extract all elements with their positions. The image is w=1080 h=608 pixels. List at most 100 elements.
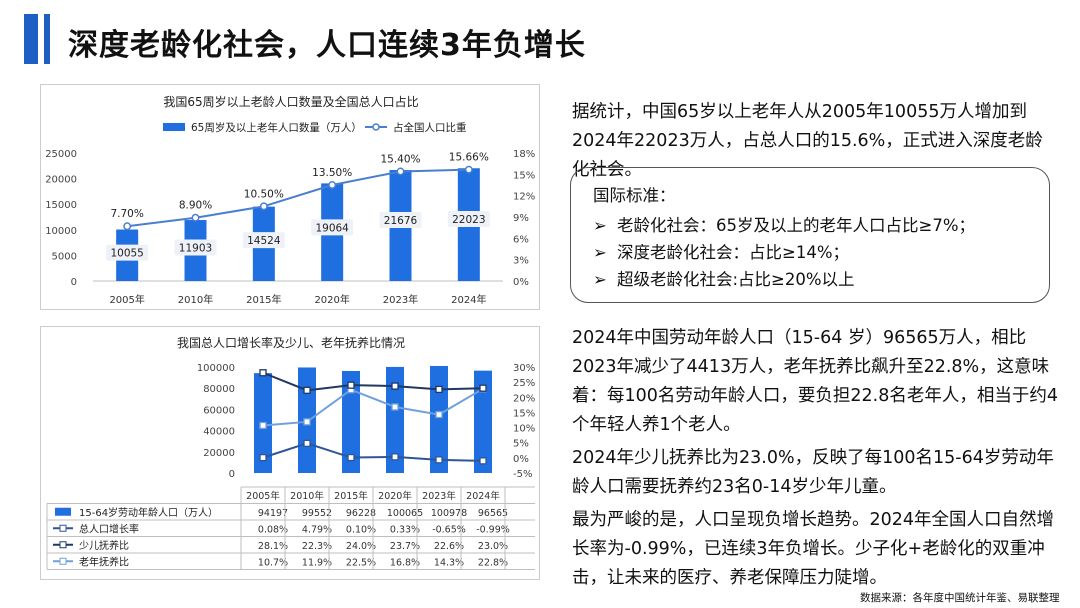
bar xyxy=(430,365,448,473)
y-tick-left: 0 xyxy=(229,469,235,480)
title-accent-bar-thin xyxy=(44,14,50,64)
bar-label-bg xyxy=(174,239,217,256)
y-tick-right: 25% xyxy=(513,378,535,389)
legend-label: 65周岁及以上老年人口数量（万人） xyxy=(191,121,362,134)
international-standards-box: 国际标准： ➢ 老龄化社会：65岁及以上的老年人口占比≥7%； ➢ 深度老龄化社会：… xyxy=(570,167,1050,303)
table-row-name: 老年抚养比 xyxy=(79,555,129,568)
growth-rate-point xyxy=(435,456,443,464)
table-cell: -0.65% xyxy=(432,524,466,535)
legend-marker xyxy=(372,123,380,131)
table-cell: 4.79% xyxy=(302,524,332,535)
standards-title: 国际标准： xyxy=(593,186,676,205)
table-row-name: 少儿抚养比 xyxy=(79,539,129,552)
ratio-point xyxy=(259,202,268,211)
arrow-bullet-icon: ➢ xyxy=(593,216,607,235)
ratio-label: 15.40% xyxy=(380,153,420,165)
growth-rate-point xyxy=(347,453,355,462)
standard-item-text: 老龄化社会：65岁及以上的老年人口占比≥7%； xyxy=(617,216,975,235)
table-row-name: 15-64岁劳动年龄人口（万人） xyxy=(79,506,218,519)
bar xyxy=(342,370,360,473)
bar-label-bg xyxy=(311,219,354,236)
table-cell: 14.3% xyxy=(434,557,464,568)
table-cell: 10.7% xyxy=(258,557,288,568)
legend-swatch-bar xyxy=(163,123,185,131)
ratio-line xyxy=(127,168,469,228)
table-cell: 16.8% xyxy=(390,557,420,568)
ratio-point xyxy=(328,181,337,189)
table-cell: 22.6% xyxy=(434,541,464,552)
paragraph-elderly-stats: 据统计，中国65岁以上老年人从2005年10055万人增加到2024年22023… xyxy=(572,102,1043,180)
old-dependency-point xyxy=(435,410,443,419)
y-tick-left: 5000 xyxy=(52,251,77,262)
child-dependency-point xyxy=(435,385,443,394)
y-tick-right: 15% xyxy=(513,408,535,419)
y-tick-left: 60000 xyxy=(203,405,235,416)
child-dependency-point xyxy=(259,369,267,377)
child-dependency-point xyxy=(303,386,311,394)
growth-rate-line xyxy=(262,442,484,462)
y-tick-right: 10% xyxy=(513,424,535,435)
title-accent-bar xyxy=(24,14,38,64)
x-tick-label: 2024年 xyxy=(451,293,486,306)
y-tick-right: 6% xyxy=(513,234,529,245)
ratio-label: 15.66% xyxy=(449,152,489,164)
table-cell: 28.1% xyxy=(258,541,288,552)
ratio-label: 13.50% xyxy=(312,167,352,179)
x-tick-label: 2020年 xyxy=(314,293,349,306)
legend-marker xyxy=(59,557,67,565)
ratio-point xyxy=(123,222,132,231)
table-cell: 24.0% xyxy=(346,541,376,552)
standard-item-text: 超级老龄化社会:占比≥20%以上 xyxy=(617,270,855,289)
x-tick-label: 2023年 xyxy=(422,490,456,502)
elderly-population-chart-svg: 我国65周岁以上老龄人口数量及全国总人口占比 65周岁及以上老年人口数量（万人） 占… xyxy=(45,94,535,306)
y-tick-right: 12% xyxy=(513,192,535,203)
x-tick-label: 2010年 xyxy=(178,293,213,306)
table-cell: 22.8% xyxy=(478,557,508,568)
bar-value-label: 11903 xyxy=(179,242,212,254)
table-cell: 23.0% xyxy=(478,541,508,552)
y-tick-right: 20% xyxy=(513,393,535,404)
child-dependency-point xyxy=(347,381,355,389)
x-tick-label: 2015年 xyxy=(246,293,281,306)
paragraph-negative-growth: 最为严峻的是，人口呈现负增长趋势。2024年全国人口自然增长率为-0.99%，已… xyxy=(572,510,1055,588)
table-cell: 23.7% xyxy=(390,541,420,552)
table-cell: 0.33% xyxy=(390,524,420,535)
table-cell: 100065 xyxy=(387,508,423,519)
legend-marker xyxy=(59,541,67,549)
x-tick-label: 2023年 xyxy=(383,293,418,306)
y-tick-left: 15000 xyxy=(45,200,77,211)
elderly-population-chart: 我国65周岁以上老龄人口数量及全国总人口占比 65周岁及以上老年人口数量（万人） 占… xyxy=(40,84,540,310)
bar-label-bg xyxy=(106,244,149,261)
bar-value-label: 10055 xyxy=(110,248,143,260)
x-tick-label: 2010年 xyxy=(290,490,324,502)
growth-rate-point xyxy=(479,457,487,465)
growth-rate-point xyxy=(303,439,311,448)
bar-label-bg xyxy=(242,232,285,249)
table-cell: 99552 xyxy=(302,508,332,519)
table-cell: 96228 xyxy=(346,508,376,519)
paragraph-working-age: 2024年中国劳动年龄人口（15-64 岁）96565万人，相比2023年减少了… xyxy=(572,328,1058,435)
legend-swatch-bar xyxy=(55,507,71,516)
dependency-ratio-chart: 我国总人口增长率及少儿、老年抚养比情况 0 20000 40000 60000 80000… xyxy=(40,326,540,580)
standard-item-text: 深度老龄化社会：占比≥14%； xyxy=(617,243,849,262)
y-tick-left: 10000 xyxy=(45,226,77,237)
x-tick-label: 2005年 xyxy=(246,490,280,502)
table-row-name: 总人口增长率 xyxy=(79,522,139,535)
y-tick-left: 20000 xyxy=(203,448,235,459)
standard-item: ➢ 超级老龄化社会:占比≥20%以上 xyxy=(593,266,855,290)
child-dependency-point xyxy=(479,384,487,392)
standard-item: ➢ 深度老龄化社会：占比≥14%； xyxy=(593,239,849,263)
table-cell: -0.99% xyxy=(476,524,510,535)
bar-value-label: 22023 xyxy=(452,214,485,226)
y-tick-left: 40000 xyxy=(203,427,235,438)
table-cell: 100978 xyxy=(431,508,467,519)
legend-label: 占全国人口比重 xyxy=(393,121,467,134)
arrow-bullet-icon: ➢ xyxy=(593,243,607,262)
y-tick-right: 9% xyxy=(513,213,529,224)
x-tick-label: 2015年 xyxy=(334,490,368,502)
bar-value-label: 14524 xyxy=(247,235,281,247)
chart-title: 我国65周岁以上老龄人口数量及全国总人口占比 xyxy=(163,94,418,109)
y-tick-left: 25000 xyxy=(45,149,77,160)
table-cell: 11.9% xyxy=(302,557,332,568)
dependency-ratio-chart-svg: 我国总人口增长率及少儿、老年抚养比情况 0 20000 40000 60000 80000… xyxy=(46,335,535,570)
